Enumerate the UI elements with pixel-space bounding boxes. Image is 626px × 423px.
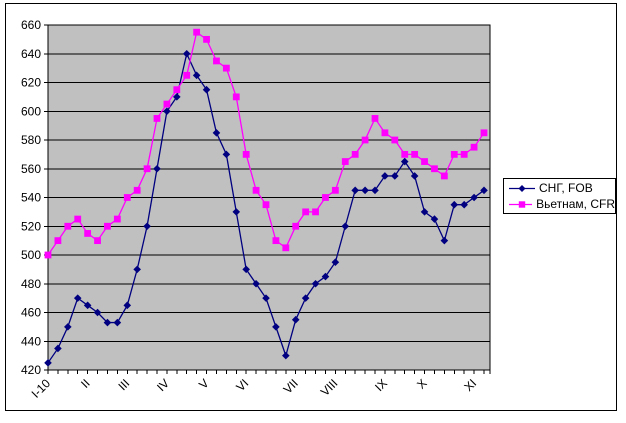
svg-text:420: 420 <box>21 363 41 377</box>
svg-text:640: 640 <box>21 47 41 61</box>
svg-text:I-10: I-10 <box>29 376 54 401</box>
svg-text:VIII: VIII <box>318 376 341 399</box>
svg-text:VI: VI <box>233 376 251 394</box>
svg-text:X: X <box>414 376 430 392</box>
svg-text:600: 600 <box>21 104 41 118</box>
svg-text:540: 540 <box>21 191 41 205</box>
svg-text:II: II <box>78 376 93 391</box>
svg-text:460: 460 <box>21 306 41 320</box>
legend-marker-diamond-icon <box>509 184 535 192</box>
svg-text:580: 580 <box>21 133 41 147</box>
svg-text:440: 440 <box>21 334 41 348</box>
svg-text:VII: VII <box>281 376 301 396</box>
svg-text:620: 620 <box>21 76 41 90</box>
legend-item-vietnam: Вьетнам, CFR <box>509 197 615 211</box>
svg-text:560: 560 <box>21 162 41 176</box>
svg-text:500: 500 <box>21 248 41 262</box>
svg-text:660: 660 <box>21 18 41 32</box>
svg-text:III: III <box>115 376 132 393</box>
svg-text:IX: IX <box>372 376 390 394</box>
legend-marker-square-icon <box>509 200 533 208</box>
svg-text:XI: XI <box>461 376 479 394</box>
legend-label-vietnam: Вьетнам, CFR <box>536 197 615 211</box>
svg-text:V: V <box>196 376 212 392</box>
legend: СНГ, FOB Вьетнам, CFR <box>503 178 616 214</box>
legend-label-sng: СНГ, FOB <box>539 181 593 195</box>
legend-item-sng: СНГ, FOB <box>509 181 615 195</box>
svg-text:IV: IV <box>154 376 172 394</box>
svg-text:480: 480 <box>21 277 41 291</box>
svg-text:520: 520 <box>21 219 41 233</box>
